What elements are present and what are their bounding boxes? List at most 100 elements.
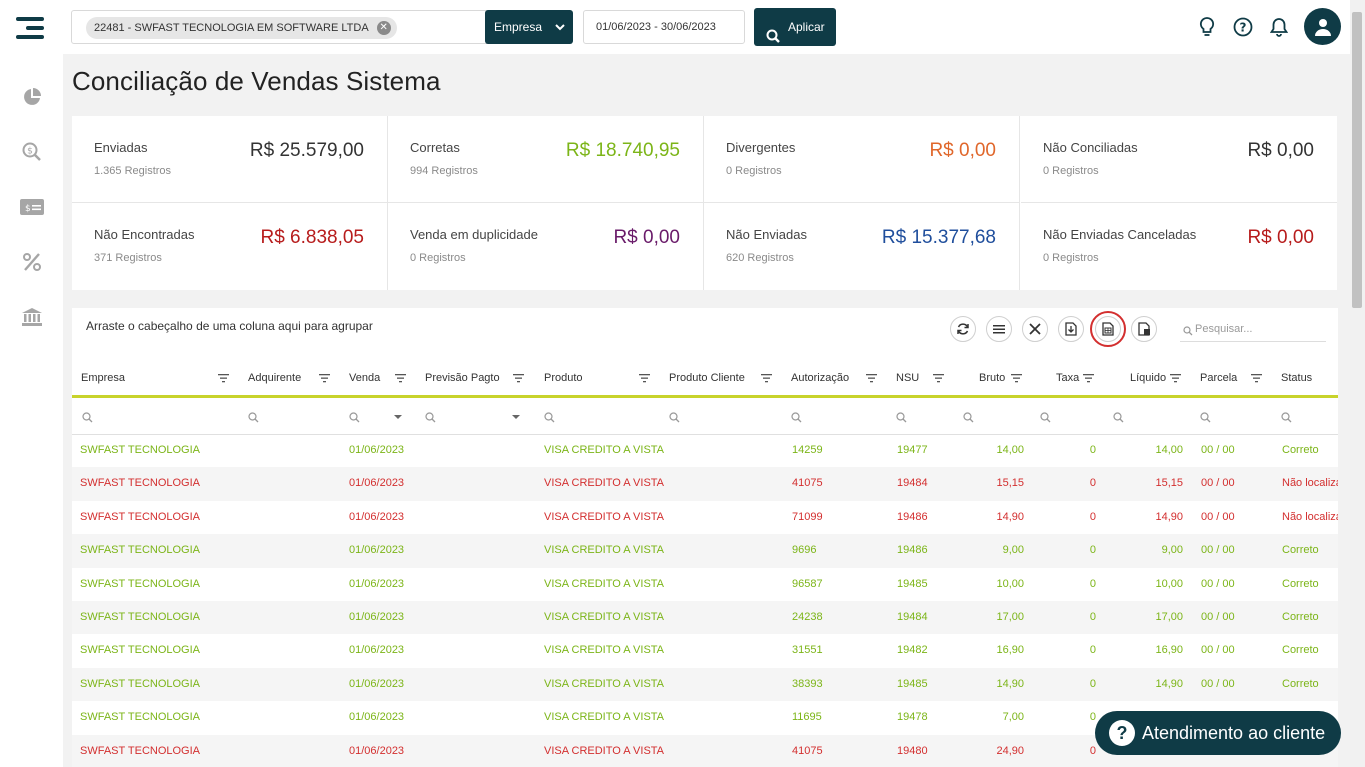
table-row[interactable]: SWFAST TECNOLOGIA 01/06/2023 VISA CREDIT…	[72, 701, 1338, 734]
filter-icon[interactable]	[761, 374, 772, 383]
column-header-bruto[interactable]: Bruto	[979, 372, 1006, 384]
column-header-previsao-pagto[interactable]: Previsão Pagto	[425, 372, 500, 384]
column-header-status[interactable]: Status	[1281, 372, 1313, 384]
cell-autorizacao: 31551	[792, 644, 823, 657]
card-corretas[interactable]: Corretas 994 Registros R$ 18.740,95	[388, 116, 704, 203]
column-header-produto-cliente[interactable]: Produto Cliente	[669, 372, 745, 384]
cell-nsu: 19486	[897, 544, 928, 557]
remove-chip-icon[interactable]: ✕	[376, 21, 391, 35]
user-avatar[interactable]	[1304, 8, 1341, 45]
company-chip[interactable]: 22481 - SWFAST TECNOLOGIA EM SOFTWARE LT…	[86, 17, 397, 39]
group-select[interactable]: Empresa	[485, 10, 573, 44]
cell-nsu: 19485	[897, 677, 928, 690]
card-nao-encontradas[interactable]: Não Encontradas 371 Registros R$ 6.838,0…	[72, 203, 388, 290]
cell-venda: 01/06/2023	[349, 677, 405, 690]
company-selector[interactable]: 22481 - SWFAST TECNOLOGIA EM SOFTWARE LT…	[71, 10, 538, 44]
table-row[interactable]: SWFAST TECNOLOGIA 01/06/2023 VISA CREDIT…	[72, 434, 1338, 467]
bell-icon[interactable]	[1268, 16, 1290, 38]
filter-icon[interactable]	[933, 374, 944, 383]
card-nao-enviadas[interactable]: Não Enviadas 620 Registros R$ 15.377,68	[704, 203, 1020, 290]
cell-produto: VISA CREDITO A VISTA	[544, 577, 665, 590]
column-header-liquido[interactable]: Líquido	[1130, 372, 1167, 384]
sidebar: $ $	[0, 0, 63, 767]
filter-icon[interactable]	[639, 374, 650, 383]
pie-chart-icon[interactable]	[20, 85, 44, 109]
menu-icon[interactable]	[16, 17, 44, 44]
card-count: 0 Registros	[1043, 165, 1099, 177]
cell-empresa: SWFAST TECNOLOGIA	[80, 477, 201, 490]
filter-search-icon[interactable]	[963, 412, 974, 423]
column-header-adquirente[interactable]: Adquirente	[248, 372, 302, 384]
filter-icon[interactable]	[513, 374, 524, 383]
filter-search-icon[interactable]	[1040, 412, 1051, 423]
column-header-venda[interactable]: Venda	[349, 372, 381, 384]
help-circle-icon[interactable]: ?	[1232, 16, 1254, 38]
column-chooser-icon[interactable]	[986, 316, 1012, 342]
filter-search-icon[interactable]	[82, 412, 93, 423]
grid-search-input[interactable]	[1195, 320, 1323, 338]
filter-icon[interactable]	[1251, 374, 1262, 383]
table-row[interactable]: SWFAST TECNOLOGIA 01/06/2023 VISA CREDIT…	[72, 534, 1338, 568]
grid-filter-row	[72, 401, 1338, 435]
filter-icon[interactable]	[395, 374, 406, 383]
page-scrollbar[interactable]	[1350, 0, 1365, 767]
card-value: R$ 25.579,00	[249, 140, 364, 161]
filter-icon[interactable]	[866, 374, 877, 383]
card-label: Não Enviadas Canceladas	[1043, 227, 1197, 242]
filter-icon[interactable]	[218, 374, 229, 383]
filter-search-icon[interactable]	[896, 412, 907, 423]
filter-search-icon[interactable]	[791, 412, 802, 423]
percent-icon[interactable]	[20, 250, 44, 274]
filter-search-icon[interactable]	[425, 412, 436, 423]
bank-icon[interactable]	[20, 305, 44, 329]
table-row[interactable]: SWFAST TECNOLOGIA 01/06/2023 VISA CREDIT…	[72, 568, 1338, 601]
table-row[interactable]: SWFAST TECNOLOGIA 01/06/2023 VISA CREDIT…	[72, 467, 1338, 501]
cell-venda: 01/06/2023	[349, 477, 405, 490]
filter-icon[interactable]	[1170, 374, 1181, 383]
card-nao-conciliadas[interactable]: Não Conciliadas 0 Registros R$ 0,00	[1021, 116, 1337, 203]
date-range-input[interactable]: 01/06/2023 - 30/06/2023	[583, 10, 745, 44]
table-row[interactable]: SWFAST TECNOLOGIA 01/06/2023 VISA CREDIT…	[72, 634, 1338, 667]
filter-dropdown-icon[interactable]	[512, 415, 520, 419]
cell-status: Correto	[1282, 577, 1319, 590]
grid-search[interactable]	[1180, 316, 1326, 342]
card-divergentes[interactable]: Divergentes 0 Registros R$ 0,00	[704, 116, 1020, 203]
filter-search-icon[interactable]	[1113, 412, 1124, 423]
customer-support-button[interactable]: ? Atendimento ao cliente	[1095, 711, 1341, 755]
column-header-parcela[interactable]: Parcela	[1200, 372, 1238, 384]
filter-search-icon[interactable]	[1281, 412, 1292, 423]
table-row[interactable]: SWFAST TECNOLOGIA 01/06/2023 VISA CREDIT…	[72, 601, 1338, 635]
filter-dropdown-icon[interactable]	[394, 415, 402, 419]
column-header-produto[interactable]: Produto	[544, 372, 583, 384]
svg-text:$: $	[27, 147, 33, 157]
table-row[interactable]: SWFAST TECNOLOGIA 01/06/2023 VISA CREDIT…	[72, 667, 1338, 702]
column-header-nsu[interactable]: NSU	[896, 372, 920, 384]
filter-search-icon[interactable]	[248, 412, 259, 423]
scrollbar-thumb[interactable]	[1352, 12, 1362, 308]
filter-search-icon[interactable]	[669, 412, 680, 423]
column-header-empresa[interactable]: Empresa	[81, 372, 126, 384]
filter-search-icon[interactable]	[349, 412, 360, 423]
export-excel-icon[interactable]	[1090, 311, 1126, 347]
clear-filter-icon[interactable]	[1022, 316, 1048, 342]
payment-card-icon[interactable]: $	[20, 195, 44, 219]
card-enviadas[interactable]: Enviadas 1.365 Registros R$ 25.579,00	[72, 116, 388, 203]
table-row[interactable]: SWFAST TECNOLOGIA 01/06/2023 VISA CREDIT…	[72, 501, 1338, 534]
refresh-icon[interactable]	[950, 316, 976, 342]
filter-search-icon[interactable]	[1200, 412, 1211, 423]
company-chip-label: 22481 - SWFAST TECNOLOGIA EM SOFTWARE LT…	[94, 22, 369, 34]
lightbulb-icon[interactable]	[1196, 16, 1218, 38]
filter-icon[interactable]	[1083, 374, 1094, 383]
column-header-autorizacao[interactable]: Autorização	[791, 372, 850, 384]
column-header-taxa[interactable]: Taxa	[1056, 372, 1080, 384]
filter-icon[interactable]	[1011, 374, 1022, 383]
apply-button[interactable]: Aplicar	[754, 8, 836, 46]
export-file-icon[interactable]	[1058, 316, 1084, 342]
filter-search-icon[interactable]	[544, 412, 555, 423]
cell-empresa: SWFAST TECNOLOGIA	[80, 711, 201, 724]
card-venda-duplicidade[interactable]: Venda em duplicidade 0 Registros R$ 0,00	[388, 203, 704, 290]
export-pdf-icon[interactable]	[1131, 316, 1157, 342]
search-money-icon[interactable]: $	[20, 140, 44, 164]
card-nao-enviadas-canceladas[interactable]: Não Enviadas Canceladas 0 Registros R$ 0…	[1021, 203, 1337, 290]
filter-icon[interactable]	[319, 374, 330, 383]
